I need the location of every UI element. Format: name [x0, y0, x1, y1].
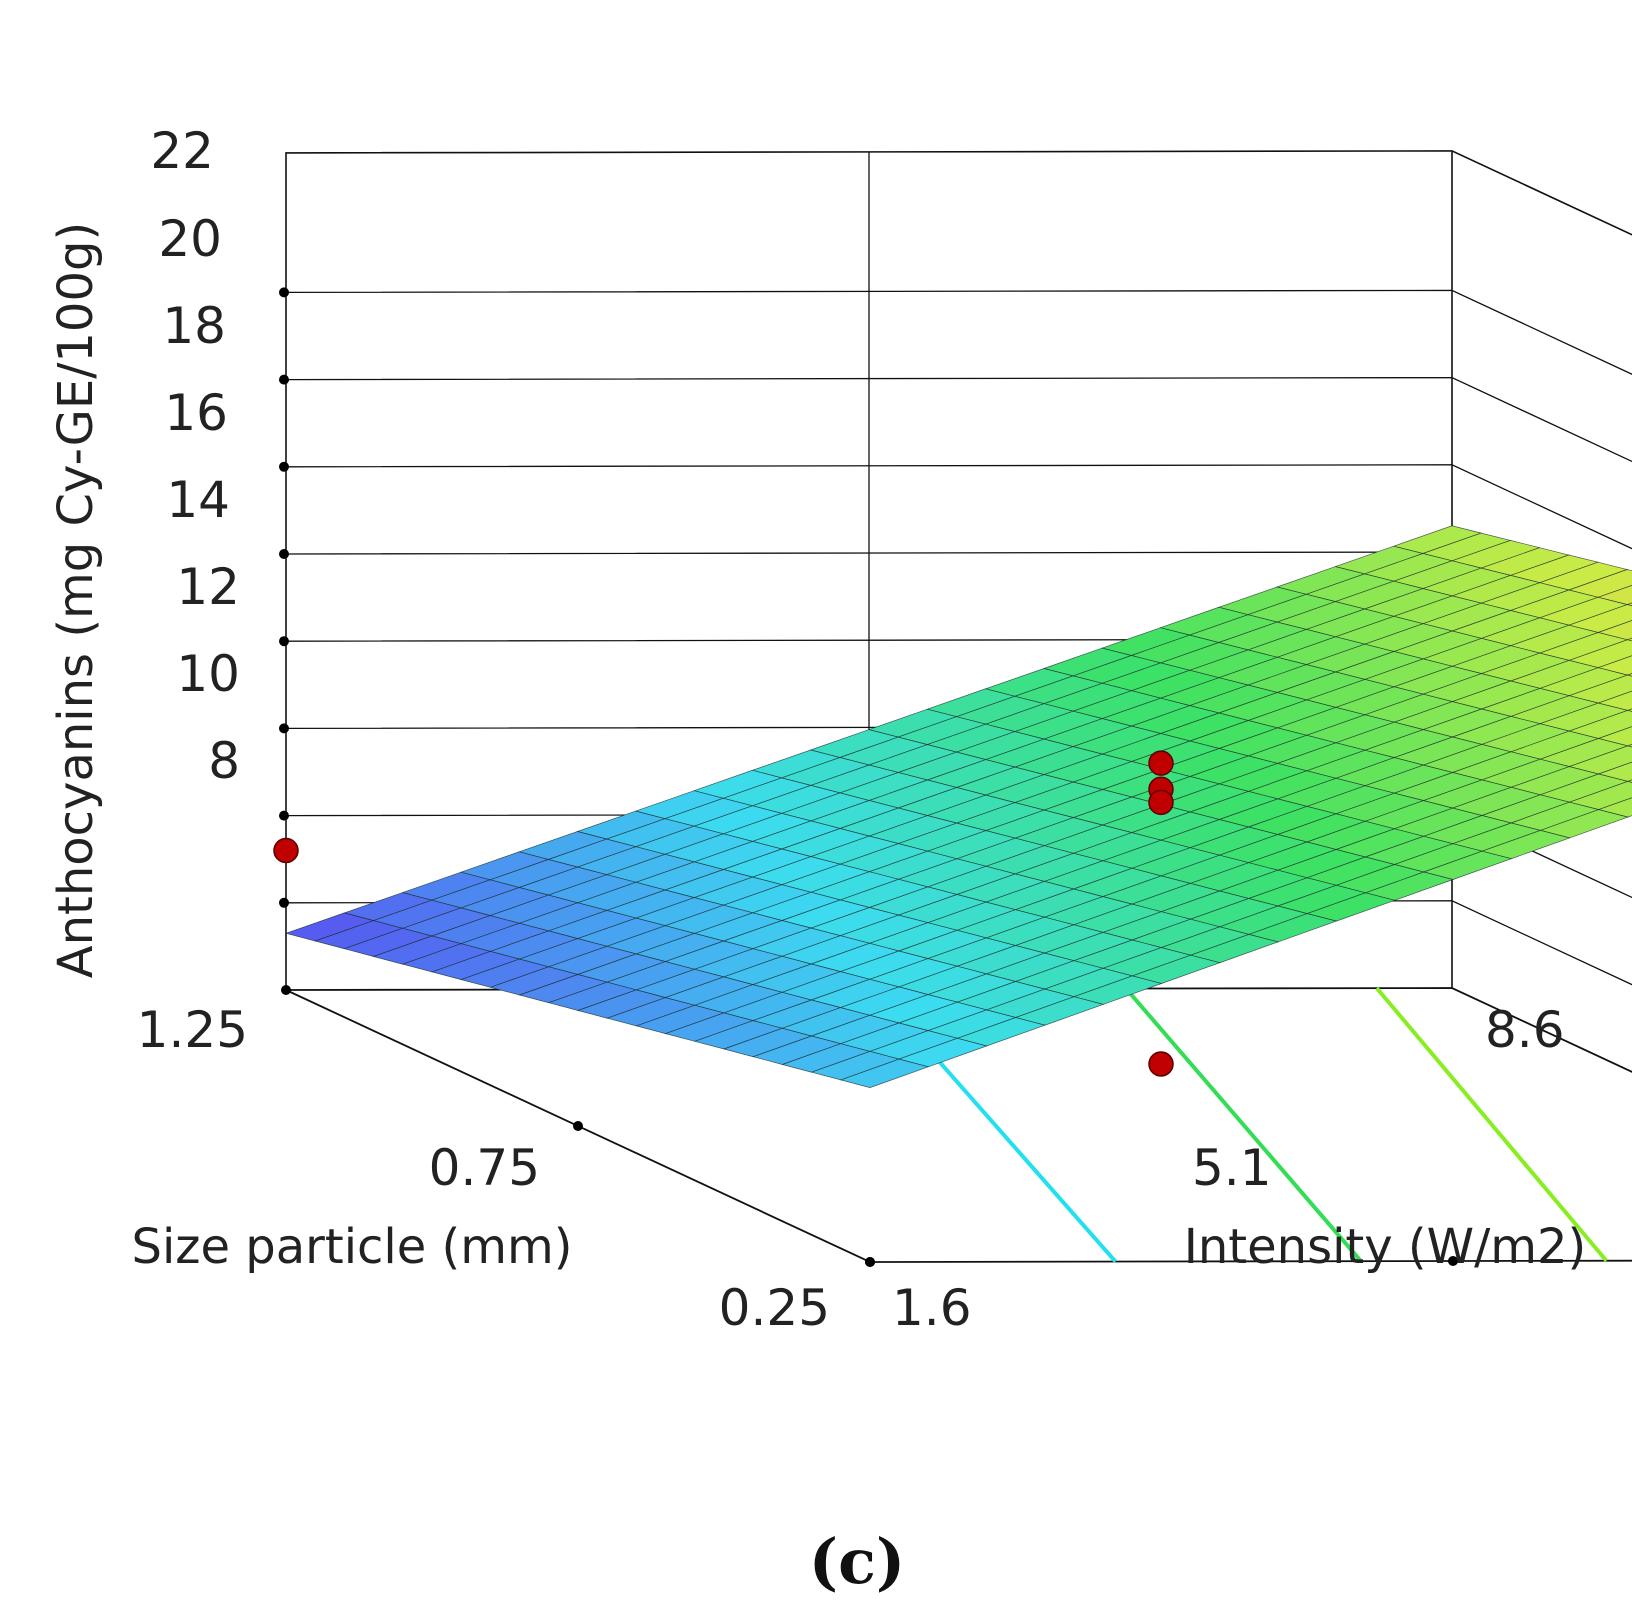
y-tick-label: 1.6	[892, 1279, 972, 1337]
surface-cell	[1626, 779, 1632, 783]
z-tick-mark	[279, 723, 289, 734]
wall-gridline	[285, 289, 1632, 375]
surface-cell	[1626, 744, 1632, 748]
z-tick-mark	[279, 374, 289, 385]
z-tick-label: 8	[208, 732, 240, 790]
y-axis-title: Intensity (W/m2)	[1184, 1219, 1587, 1275]
surface-cell	[839, 1058, 930, 1088]
z-tick-label: 20	[158, 210, 222, 268]
z-tick-mark	[279, 287, 289, 298]
surface-cell	[1626, 708, 1632, 712]
z-tick-label: 14	[166, 471, 230, 529]
z-tick-mark	[279, 636, 289, 647]
z-tick-label: 12	[176, 558, 240, 616]
z-tick-mark	[279, 461, 289, 472]
z-tick-label: 10	[176, 645, 240, 703]
z-tick-mark	[279, 810, 289, 821]
z-tick-label: 22	[150, 122, 214, 180]
y-tick-mark	[865, 1257, 875, 1267]
z-tick-mark	[279, 897, 289, 908]
design-point	[273, 837, 299, 864]
y-tick-label: 8.6	[1485, 1001, 1565, 1059]
wall-gridline	[285, 464, 1632, 550]
surface-cell	[1626, 673, 1632, 677]
y-tick-mark	[1448, 1256, 1458, 1266]
x-tick-mark	[281, 985, 291, 995]
contour-line	[1124, 987, 1363, 1263]
design-points	[273, 750, 1174, 1077]
panel-label: (c)	[809, 1525, 905, 1598]
wall-gridline	[285, 376, 1632, 463]
x-tick-label: 0.25	[719, 1279, 830, 1337]
response-surface	[284, 525, 1632, 1088]
x-tick-mark	[573, 1121, 583, 1131]
design-point	[1148, 1051, 1174, 1077]
tick-marks	[279, 287, 1458, 1267]
x-tick-label: 1.25	[137, 1001, 248, 1059]
design-point	[1148, 750, 1174, 776]
z-axis-title: Anthocyanins (mg Cy-GE/100g)	[48, 222, 104, 978]
z-tick-label: 18	[162, 297, 226, 355]
z-tick-label: 16	[164, 384, 228, 442]
design-point	[1148, 789, 1174, 816]
surface-cell	[1626, 637, 1632, 642]
y-tick-label: 5.1	[1192, 1139, 1272, 1197]
contour-line	[1375, 986, 1608, 1263]
x-axis-title: Size particle (mm)	[131, 1219, 572, 1275]
x-tick-label: 0.75	[429, 1139, 540, 1197]
surface-cell	[1626, 602, 1632, 607]
z-tick-mark	[279, 549, 289, 559]
